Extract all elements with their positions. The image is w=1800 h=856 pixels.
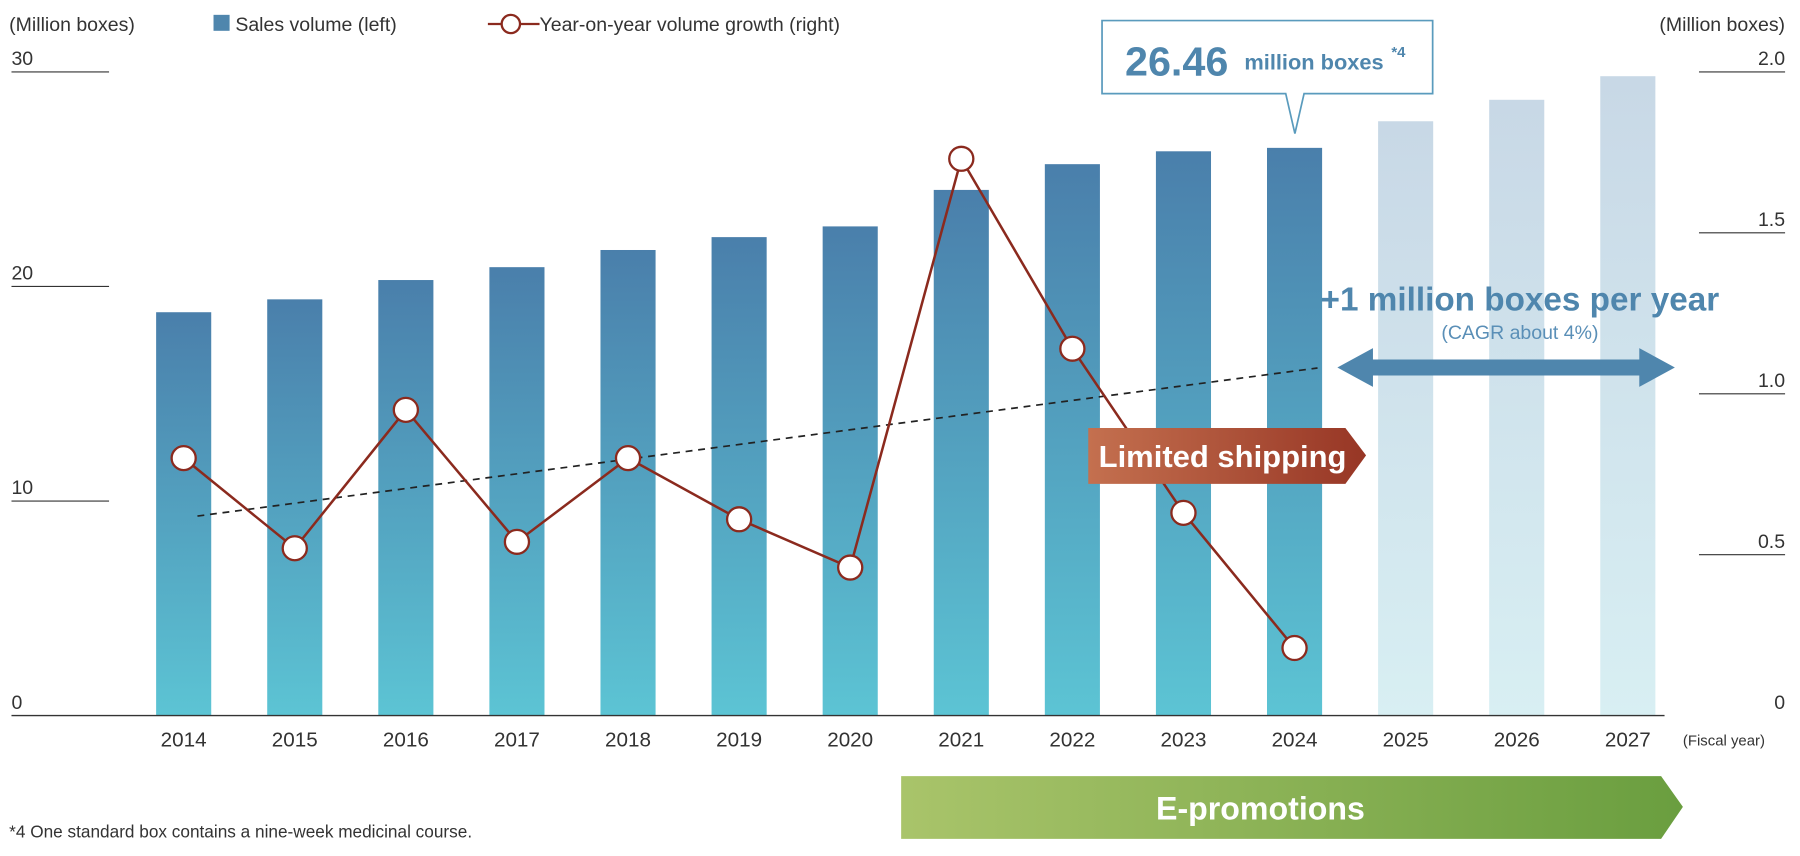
x-tick-label: 2027	[1605, 728, 1651, 751]
bars	[156, 76, 1656, 716]
growth-marker	[725, 506, 753, 533]
callout-box	[1101, 19, 1434, 134]
callout-note: *4	[1391, 45, 1406, 61]
x-tick-label: 2018	[605, 728, 651, 751]
growth-arrow	[1337, 348, 1675, 387]
x-tick-label: 2022	[1049, 728, 1095, 751]
callout-unit: million boxes	[1244, 50, 1383, 75]
growth-marker	[836, 554, 864, 581]
footnote: *4 One standard box contains a nine-week…	[9, 822, 472, 842]
bar	[267, 299, 323, 716]
forecast-bar	[1378, 121, 1434, 716]
y2-tick-label: 0	[1774, 692, 1785, 714]
growth-marker	[392, 396, 420, 423]
legend-label: Sales volume (left)	[235, 14, 396, 36]
bar	[600, 249, 656, 716]
y-tick-label: 30	[11, 48, 33, 70]
x-tick-label: 2014	[161, 728, 207, 751]
x-tick-label: 2026	[1494, 728, 1540, 751]
x-tick-label: 2024	[1272, 728, 1318, 751]
growth-marker	[1059, 335, 1086, 362]
growth-marker	[281, 535, 308, 562]
callout-value: 26.46	[1125, 38, 1228, 84]
x-tick-label: 2015	[272, 728, 318, 751]
promotions-label: E-promotions	[1156, 791, 1365, 827]
y2-tick-label: 2.0	[1758, 48, 1785, 70]
x-tick-label: 2021	[938, 728, 984, 751]
limited-shipping-arrow	[1088, 428, 1367, 484]
bar	[822, 226, 878, 716]
cagr-label: (CAGR about 4%)	[1441, 322, 1598, 344]
y-axis-label: (Million boxes)	[9, 14, 135, 36]
x-tick-label: 2016	[383, 728, 429, 751]
legend-marker	[500, 13, 522, 35]
bar	[711, 237, 767, 716]
legend-swatch	[213, 14, 230, 31]
y-tick-label: 0	[11, 692, 22, 714]
legend-label: Year-on-year volume growth (right)	[540, 14, 840, 36]
growth-marker	[503, 528, 531, 555]
y2-tick-label: 1.5	[1758, 209, 1785, 231]
promotions-arrow	[901, 776, 1683, 839]
x-tick-label: 2025	[1383, 728, 1429, 751]
growth-marker	[170, 445, 197, 472]
bar	[933, 189, 989, 716]
bar	[489, 267, 545, 716]
y2-tick-label: 1.0	[1758, 370, 1785, 392]
growth-marker	[1281, 634, 1308, 662]
bar	[378, 280, 434, 716]
x-tick-label: 2023	[1160, 728, 1206, 751]
y2-tick-label: 0.5	[1758, 531, 1785, 553]
y2-axis-label: (Million boxes)	[1659, 14, 1785, 36]
growth-marker	[614, 445, 642, 472]
x-tick-label: 2020	[827, 728, 873, 751]
x-tick-label: 2017	[494, 728, 540, 751]
limited-shipping-label: Limited shipping	[1099, 439, 1347, 474]
forecast-bar	[1489, 99, 1545, 716]
y-tick-label: 10	[11, 477, 33, 499]
x-axis-label: (Fiscal year)	[1683, 733, 1765, 749]
growth-marker	[948, 145, 975, 172]
overlay	[170, 145, 1318, 662]
forecast-bar	[1600, 76, 1656, 716]
x-tick-label: 2019	[716, 728, 762, 751]
growth-label: +1 million boxes per year	[1321, 282, 1720, 319]
y-tick-label: 20	[11, 263, 33, 285]
bar	[156, 312, 212, 716]
growth-marker	[1170, 499, 1197, 526]
